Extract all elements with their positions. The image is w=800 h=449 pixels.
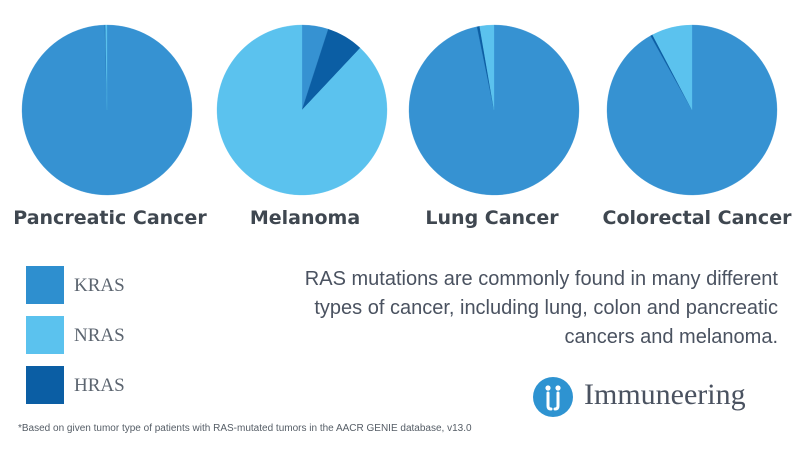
chart-title-melanoma: Melanoma: [249, 207, 361, 229]
legend-swatch-hras: [26, 366, 64, 404]
logo-wordmark: Immuneering: [584, 378, 746, 411]
pie-chart-pancreatic-cancer: [21, 24, 193, 196]
pie-slice-nras: [105, 24, 108, 111]
description-text: RAS mutations are commonly found in many…: [304, 268, 778, 348]
pie-slice-nras: [652, 24, 693, 111]
footnote: *Based on given tumor type of patients w…: [18, 423, 472, 434]
pie-chart-colorectal-cancer: [606, 24, 778, 196]
chart-title-colorectal: Colorectal Cancer: [602, 207, 792, 229]
pie-slice-nras: [216, 24, 388, 196]
chart-title-lung: Lung Cancer: [425, 207, 559, 229]
pie-chart-lung-cancer: [408, 24, 580, 196]
pie-chart-melanoma: [216, 24, 388, 196]
pie-slice-nras: [479, 24, 495, 111]
chart-title-pancreatic: Pancreatic Cancer: [13, 207, 207, 229]
legend-label-nras: NRAS: [74, 325, 125, 346]
legend-swatch-nras: [26, 316, 64, 354]
legend-label-kras: KRAS: [74, 275, 125, 296]
immuneering-logo: Immuneering: [532, 376, 782, 420]
immuneering-logo-icon: [533, 377, 573, 417]
legend-swatch-kras: [26, 266, 64, 304]
pie-charts-area: [21, 24, 778, 196]
legend-label-hras: HRAS: [74, 375, 125, 396]
